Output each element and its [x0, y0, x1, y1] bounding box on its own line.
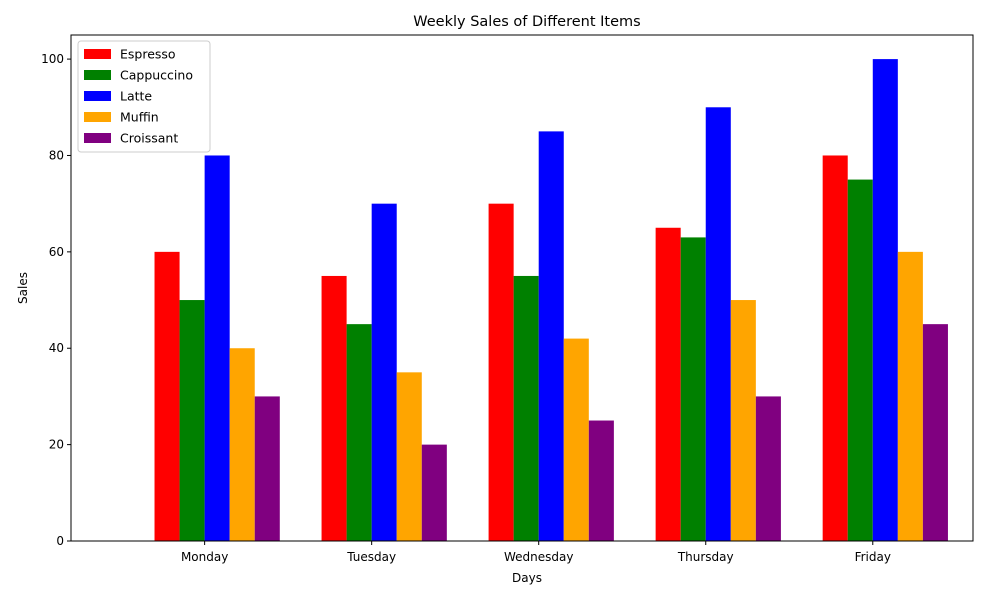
y-axis-title: Sales	[16, 272, 30, 304]
y-tick-label: 0	[56, 534, 64, 548]
x-tick-label: Friday	[855, 550, 891, 564]
legend-swatch	[84, 49, 111, 59]
bar-croissant-tuesday	[421, 444, 447, 541]
legend-label: Latte	[120, 89, 152, 104]
bars-layer	[154, 59, 948, 542]
x-tick-label: Thursday	[677, 550, 734, 564]
legend: Espresso Cappuccino Latte Muffin Croissant	[77, 40, 211, 153]
chart-title: Weekly Sales of Different Items	[413, 14, 640, 30]
bar-muffin-tuesday	[396, 372, 422, 541]
bar-latte-friday	[872, 59, 898, 541]
bar-croissant-wednesday	[588, 420, 614, 541]
y-tick-label: 40	[49, 341, 64, 355]
y-tick-label: 20	[49, 438, 64, 452]
legend-label: Croissant	[120, 131, 178, 146]
bar-cappuccino-thursday	[680, 237, 706, 541]
bar-espresso-thursday	[655, 227, 681, 541]
legend-swatch	[84, 112, 111, 122]
bar-croissant-friday	[922, 324, 948, 541]
bar-espresso-friday	[822, 155, 848, 541]
bar-muffin-wednesday	[563, 338, 589, 541]
axes-layer: 0 20 40 60 80 100 Monday Tuesday Wednesday Thursd…	[41, 34, 974, 564]
bar-cappuccino-wednesday	[513, 275, 539, 541]
bar-croissant-thursday	[755, 396, 781, 541]
y-tick-label: 100	[41, 52, 64, 66]
bar-muffin-monday	[229, 348, 255, 541]
bar-espresso-tuesday	[321, 275, 347, 541]
bar-latte-tuesday	[371, 203, 397, 541]
x-tick-label: Wednesday	[504, 550, 573, 564]
x-axis-title: Days	[512, 571, 542, 585]
legend-label: Cappuccino	[120, 68, 193, 83]
legend-box	[77, 40, 211, 153]
plot-frame	[70, 34, 974, 542]
y-tick-label: 80	[49, 148, 64, 162]
legend-swatch	[84, 133, 111, 143]
bar-espresso-monday	[154, 251, 180, 541]
bar-cappuccino-monday	[179, 300, 205, 541]
legend-label: Muffin	[120, 110, 159, 125]
bar-cappuccino-tuesday	[346, 324, 372, 541]
bar-latte-thursday	[705, 107, 731, 542]
bar-cappuccino-friday	[847, 179, 873, 542]
bar-muffin-friday	[897, 251, 923, 541]
legend-label: Espresso	[120, 47, 176, 62]
bar-croissant-monday	[254, 396, 280, 541]
y-tick-label: 60	[49, 245, 64, 259]
x-tick-label: Monday	[181, 550, 228, 564]
bar-muffin-thursday	[730, 300, 756, 541]
bar-latte-wednesday	[538, 131, 564, 541]
legend-swatch	[84, 91, 111, 101]
legend-swatch	[84, 70, 111, 80]
bar-espresso-wednesday	[488, 203, 514, 541]
x-tick-label: Tuesday	[346, 550, 396, 564]
bar-latte-monday	[204, 155, 230, 541]
